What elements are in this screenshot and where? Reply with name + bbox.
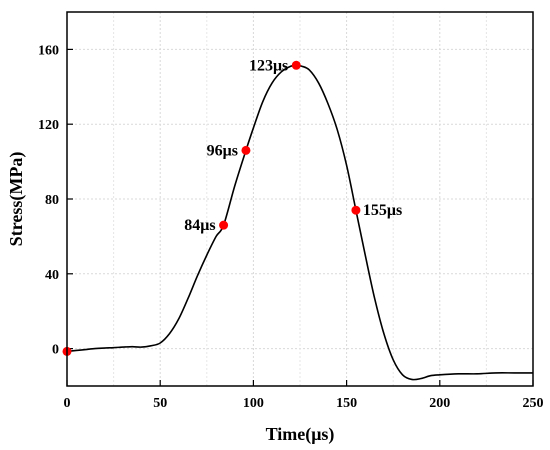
y-tick-label: 160 bbox=[38, 43, 59, 58]
y-tick-label: 0 bbox=[52, 343, 59, 358]
data-marker bbox=[291, 60, 301, 70]
x-tick-label: 250 bbox=[523, 396, 544, 411]
data-markers: 84μs 96μs 123μs 155μs bbox=[62, 57, 402, 356]
marker-annotation: 155μs bbox=[363, 202, 402, 219]
x-axis-ticks: 0 50 100 150 200 250 bbox=[64, 380, 544, 411]
x-axis-label: Time(μs) bbox=[266, 424, 335, 445]
grid bbox=[67, 12, 533, 386]
y-tick-label: 40 bbox=[45, 268, 59, 283]
marker-annotation: 84μs bbox=[184, 217, 215, 234]
x-tick-label: 0 bbox=[64, 396, 71, 411]
data-marker bbox=[241, 145, 251, 155]
stress-curve bbox=[66, 64, 533, 381]
x-tick-label: 150 bbox=[336, 396, 357, 411]
marker-annotation: 96μs bbox=[207, 142, 238, 159]
x-tick-label: 50 bbox=[153, 396, 167, 411]
x-tick-label: 100 bbox=[243, 396, 264, 411]
y-axis-label: Stress(MPa) bbox=[6, 152, 27, 247]
y-tick-label: 80 bbox=[45, 193, 59, 208]
x-tick-label: 200 bbox=[429, 396, 450, 411]
y-axis-ticks: 0 40 80 120 160 bbox=[38, 43, 73, 358]
data-marker bbox=[219, 220, 229, 230]
data-marker bbox=[351, 205, 361, 215]
y-tick-label: 120 bbox=[38, 118, 59, 133]
plot-frame bbox=[66, 11, 534, 387]
marker-annotation: 123μs bbox=[249, 57, 288, 74]
